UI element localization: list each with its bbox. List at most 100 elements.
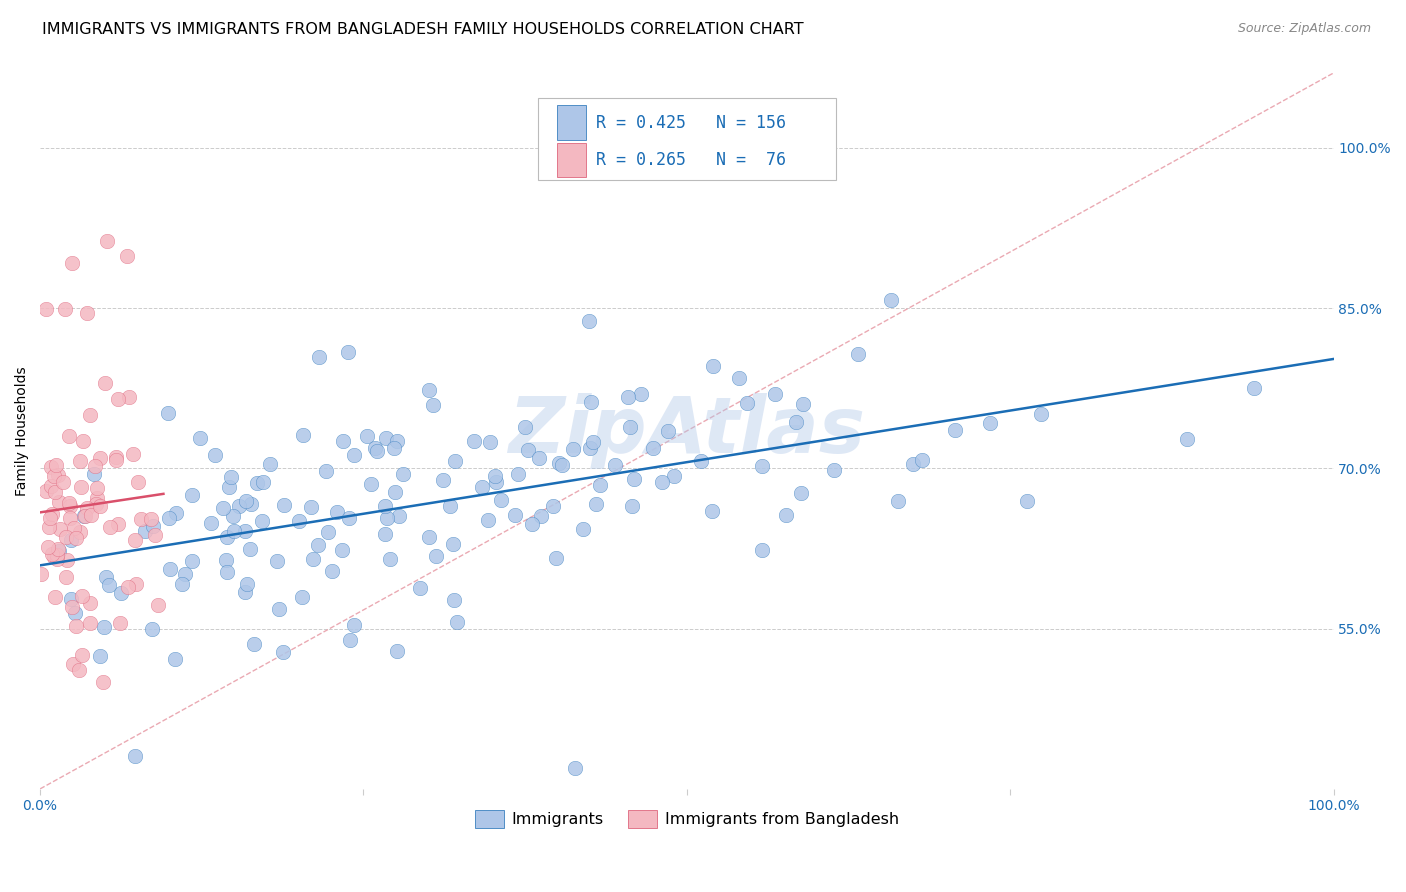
Point [623,472,645,486]
Point [72,590,94,604]
Point [243,637,266,651]
Point [170,577,193,591]
Legend: Immigrants, Immigrants from Bangladesh: Immigrants, Immigrants from Bangladesh [468,804,905,835]
Point [63,606,86,620]
Point [751,458,773,473]
Point [55,530,77,544]
Point [91,675,114,690]
Point [48,468,70,483]
Point [288,514,311,528]
Point [34,484,56,499]
Point [53,301,76,316]
Point [96,234,118,248]
Point [471,480,494,494]
Point [73,508,96,523]
Point [315,464,337,478]
Point [129,511,152,525]
Point [233,585,256,599]
Point [46,552,69,566]
Point [846,347,869,361]
Point [579,394,602,409]
Point [110,586,132,600]
Point [544,551,567,566]
Point [550,458,572,472]
Point [585,498,607,512]
Point [60,256,83,270]
Point [422,398,444,412]
Point [728,371,751,385]
Text: R = 0.425   N = 156: R = 0.425 N = 156 [596,113,786,132]
Point [79,616,101,631]
Point [215,530,238,544]
Point [375,510,398,524]
Point [48,543,70,558]
Point [157,510,180,524]
Point [63,521,86,535]
Point [76,306,98,320]
Point [89,450,111,465]
Point [332,434,354,448]
Point [86,482,108,496]
Y-axis label: Family Households: Family Households [15,366,30,496]
Point [122,446,145,460]
Point [581,434,603,449]
Point [141,623,163,637]
Point [513,420,536,434]
Point [156,406,179,420]
Bar [557,143,586,178]
Point [641,442,664,456]
Point [520,517,543,532]
Point [59,592,82,607]
Point [790,485,813,500]
Point [139,512,162,526]
Point [76,500,98,515]
Point [41,547,63,561]
Point [252,475,274,489]
Point [792,397,814,411]
Point [326,505,349,519]
Point [491,492,513,507]
Point [619,419,641,434]
Point [273,498,295,512]
Point [37,541,59,555]
Point [321,565,343,579]
Point [763,387,786,401]
Point [127,475,149,489]
Point [228,499,250,513]
Point [246,476,269,491]
Point [104,453,127,467]
Point [735,396,758,410]
Point [366,444,388,458]
Point [292,428,315,442]
Point [39,478,62,492]
Point [702,359,724,373]
Point [117,249,139,263]
Point [477,513,499,527]
Point [439,499,461,513]
Point [432,473,454,487]
Point [181,553,204,567]
Point [700,504,723,518]
Point [418,383,440,397]
Point [222,509,245,524]
Point [887,494,910,508]
FancyBboxPatch shape [538,98,835,180]
Point [463,434,485,448]
Point [70,479,93,493]
Point [589,478,612,492]
Point [943,423,966,437]
Bar [557,105,586,140]
Point [44,484,66,499]
Point [124,533,146,547]
Point [690,454,713,468]
Point [751,543,773,558]
Point [125,576,148,591]
Point [579,441,602,455]
Point [69,525,91,540]
Point [235,494,257,508]
Point [239,541,262,556]
Point [356,429,378,443]
Point [385,644,408,658]
Point [110,616,132,631]
Point [49,522,72,536]
